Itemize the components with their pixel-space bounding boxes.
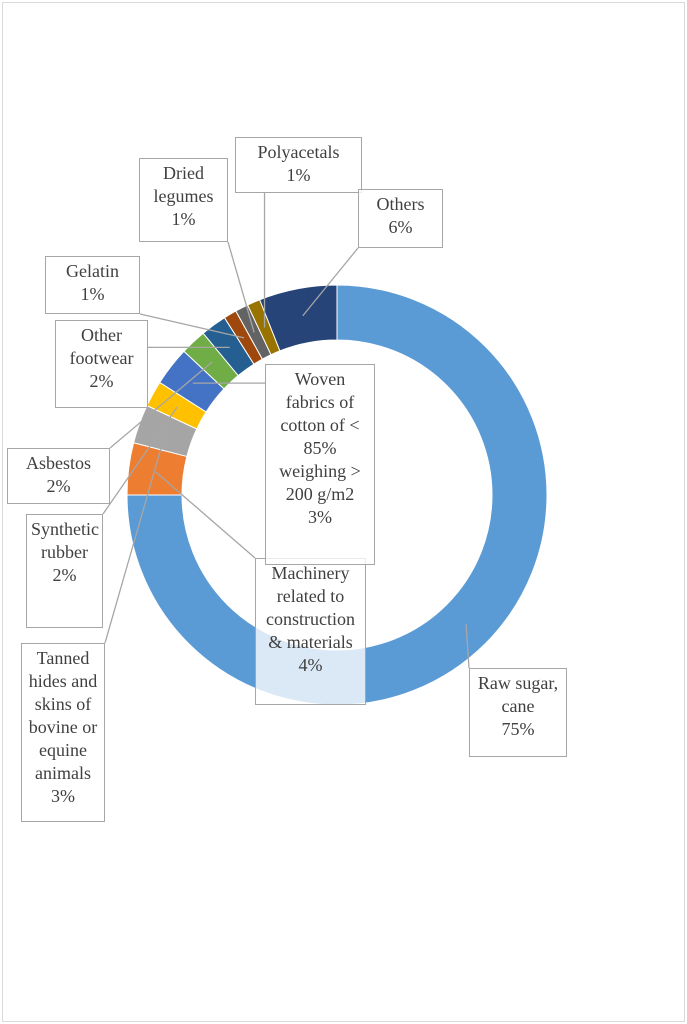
leader-line — [227, 241, 255, 333]
leader-line — [465, 624, 470, 669]
data-label: Polyacetals 1% — [235, 137, 362, 193]
label-value: 75% — [501, 719, 535, 739]
label-name: Gelatin — [66, 261, 119, 281]
leader-line — [302, 247, 359, 317]
label-name: Machinery related to construction & mate… — [266, 563, 355, 652]
data-label: Raw sugar, cane 75% — [469, 668, 567, 757]
leader-line — [102, 406, 178, 515]
label-value: 1% — [171, 209, 196, 229]
data-label: Asbestos 2% — [7, 448, 110, 504]
leader-line — [104, 433, 166, 644]
label-name: Polyacetals — [257, 142, 340, 162]
label-name: Tanned hides and skins of bovine or equi… — [28, 648, 98, 783]
label-name: Asbestos — [25, 453, 91, 473]
label-value: 6% — [388, 217, 413, 237]
data-label: Machinery related to construction & mate… — [255, 558, 366, 705]
label-value: 1% — [286, 165, 311, 185]
label-value: 4% — [298, 655, 323, 675]
data-label: Tanned hides and skins of bovine or equi… — [21, 643, 105, 822]
leader-line — [155, 471, 256, 559]
leader-line — [139, 313, 245, 339]
data-label: Gelatin 1% — [45, 256, 140, 314]
label-name: Dried legumes — [153, 163, 214, 206]
label-value: 3% — [308, 507, 332, 527]
label-name: Synthetic rubber — [31, 519, 99, 562]
label-value: 2% — [46, 476, 71, 496]
data-label: Synthetic rubber 2% — [26, 514, 103, 628]
data-label: Other footwear 2% — [55, 320, 148, 408]
label-value: 1% — [80, 284, 105, 304]
data-label: Others 6% — [358, 189, 443, 248]
label-value: 2% — [89, 371, 114, 391]
label-name: Raw sugar, cane — [477, 673, 559, 716]
label-value: 2% — [52, 565, 77, 585]
label-name: Other footwear — [69, 325, 134, 368]
label-name: Woven fabrics of cotton of < 85% weighin… — [279, 369, 361, 504]
data-label: Dried legumes 1% — [139, 158, 228, 242]
donut-segment — [259, 284, 338, 352]
label-value: 3% — [51, 786, 75, 806]
donut-segment — [126, 284, 548, 706]
data-label: Woven fabrics of cotton of < 85% weighin… — [265, 364, 375, 565]
leader-line — [109, 361, 213, 449]
label-name: Others — [376, 194, 425, 214]
